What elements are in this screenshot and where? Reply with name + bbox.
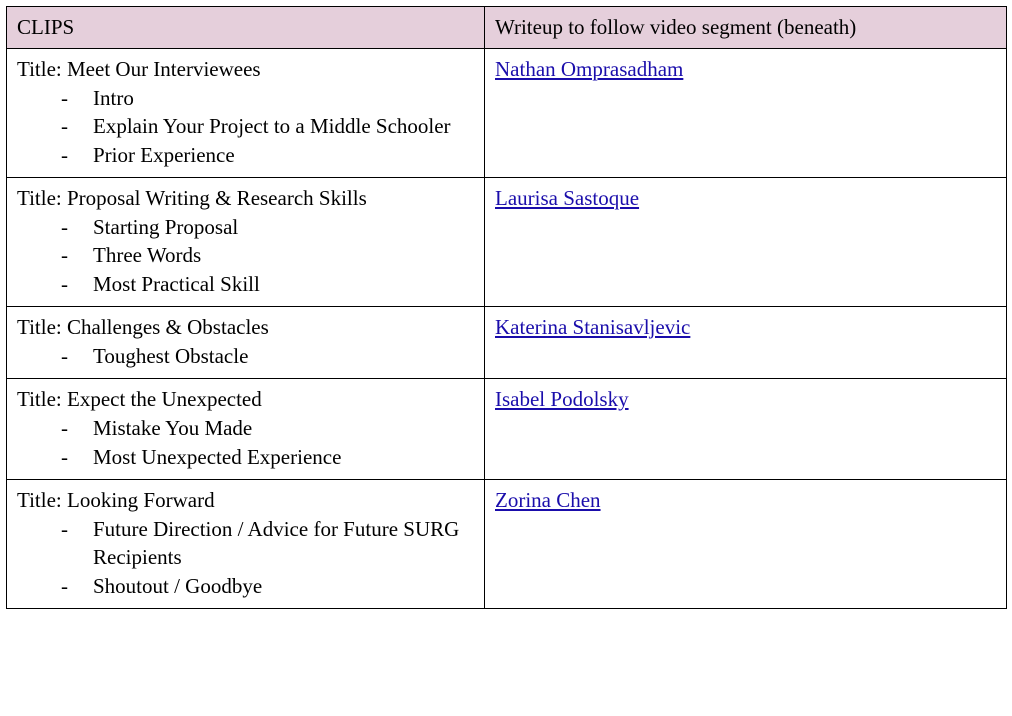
clip-title-prefix: Title: — [17, 315, 67, 339]
writeup-cell: Katerina Stanisavljevic — [485, 307, 1007, 379]
clip-item: Mistake You Made — [61, 414, 474, 442]
clip-title-text: Challenges & Obstacles — [67, 315, 269, 339]
table-row: Title: Challenges & Obstacles Toughest O… — [7, 307, 1007, 379]
clip-title: Title: Meet Our Interviewees — [17, 57, 474, 82]
clip-cell: Title: Challenges & Obstacles Toughest O… — [7, 307, 485, 379]
table-row: Title: Proposal Writing & Research Skill… — [7, 178, 1007, 307]
clips-table: CLIPS Writeup to follow video segment (b… — [6, 6, 1007, 609]
table-header-row: CLIPS Writeup to follow video segment (b… — [7, 7, 1007, 49]
clip-items-list: Future Direction / Advice for Future SUR… — [17, 515, 474, 600]
clip-item: Future Direction / Advice for Future SUR… — [61, 515, 474, 572]
clip-item: Starting Proposal — [61, 213, 474, 241]
clip-item: Most Practical Skill — [61, 270, 474, 298]
writeup-link[interactable]: Isabel Podolsky — [495, 387, 629, 411]
writeup-link[interactable]: Laurisa Sastoque — [495, 186, 639, 210]
writeup-link[interactable]: Nathan Omprasadham — [495, 57, 683, 81]
clip-item: Explain Your Project to a Middle Schoole… — [61, 112, 474, 140]
writeup-cell: Zorina Chen — [485, 480, 1007, 609]
clip-cell: Title: Proposal Writing & Research Skill… — [7, 178, 485, 307]
header-clips: CLIPS — [7, 7, 485, 49]
clip-title-text: Expect the Unexpected — [67, 387, 262, 411]
writeup-cell: Laurisa Sastoque — [485, 178, 1007, 307]
clip-title-prefix: Title: — [17, 57, 67, 81]
clip-cell: Title: Meet Our Interviewees Intro Expla… — [7, 49, 485, 178]
clip-items-list: Mistake You Made Most Unexpected Experie… — [17, 414, 474, 471]
clip-title: Title: Challenges & Obstacles — [17, 315, 474, 340]
writeup-cell: Nathan Omprasadham — [485, 49, 1007, 178]
clip-items-list: Intro Explain Your Project to a Middle S… — [17, 84, 474, 169]
clip-title: Title: Expect the Unexpected — [17, 387, 474, 412]
clip-item: Shoutout / Goodbye — [61, 572, 474, 600]
clip-title-prefix: Title: — [17, 387, 67, 411]
clip-title-prefix: Title: — [17, 186, 67, 210]
writeup-link[interactable]: Katerina Stanisavljevic — [495, 315, 690, 339]
table-row: Title: Meet Our Interviewees Intro Expla… — [7, 49, 1007, 178]
clip-title: Title: Looking Forward — [17, 488, 474, 513]
writeup-cell: Isabel Podolsky — [485, 379, 1007, 480]
clip-title-prefix: Title: — [17, 488, 67, 512]
clip-item: Three Words — [61, 241, 474, 269]
table-row: Title: Looking Forward Future Direction … — [7, 480, 1007, 609]
table-row: Title: Expect the Unexpected Mistake You… — [7, 379, 1007, 480]
clip-cell: Title: Expect the Unexpected Mistake You… — [7, 379, 485, 480]
clip-item: Toughest Obstacle — [61, 342, 474, 370]
clip-title: Title: Proposal Writing & Research Skill… — [17, 186, 474, 211]
clip-items-list: Toughest Obstacle — [17, 342, 474, 370]
clip-cell: Title: Looking Forward Future Direction … — [7, 480, 485, 609]
clip-item: Intro — [61, 84, 474, 112]
clip-title-text: Looking Forward — [67, 488, 215, 512]
writeup-link[interactable]: Zorina Chen — [495, 488, 601, 512]
header-writeup: Writeup to follow video segment (beneath… — [485, 7, 1007, 49]
clip-title-text: Proposal Writing & Research Skills — [67, 186, 367, 210]
clip-items-list: Starting Proposal Three Words Most Pract… — [17, 213, 474, 298]
clip-item: Prior Experience — [61, 141, 474, 169]
clip-title-text: Meet Our Interviewees — [67, 57, 261, 81]
clip-item: Most Unexpected Experience — [61, 443, 474, 471]
